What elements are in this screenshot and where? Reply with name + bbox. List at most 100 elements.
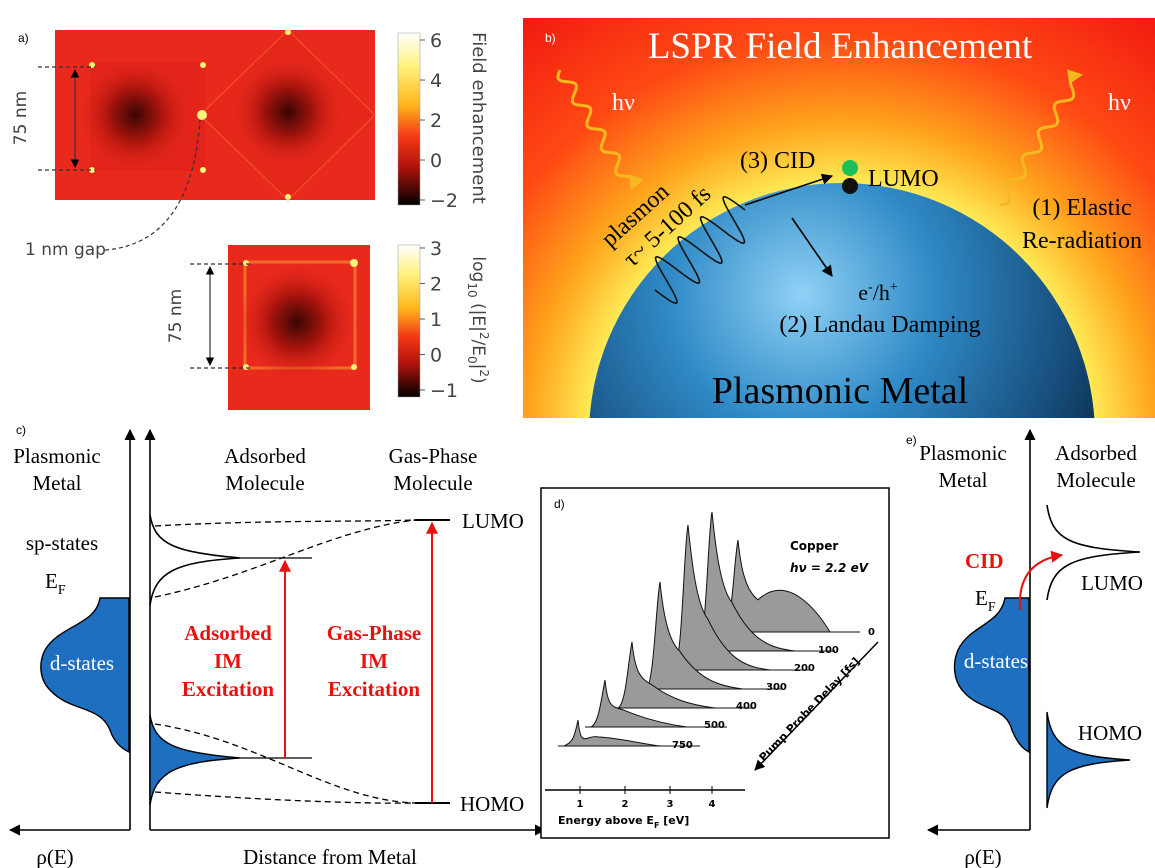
excitation-label: Excitation xyxy=(182,677,274,701)
tick-label: 1 xyxy=(430,309,442,331)
title-part: /E xyxy=(468,339,488,355)
d-states-label: d-states xyxy=(50,651,114,675)
metal-label: Plasmonic xyxy=(13,444,101,468)
tick-label: 2 xyxy=(430,110,442,132)
lumo-label: LUMO xyxy=(462,509,524,533)
field-minimum xyxy=(237,262,357,382)
tick-label: 3 xyxy=(667,799,674,810)
colorbar xyxy=(398,33,420,205)
tick-label: 6 xyxy=(430,30,442,52)
gas-label: Gas-Phase xyxy=(389,444,478,468)
title-part: log xyxy=(468,256,488,282)
tick-label: 0 xyxy=(430,345,442,367)
part: e xyxy=(858,280,868,305)
part: F xyxy=(58,583,66,598)
x-axis-label: Distance from Metal xyxy=(243,845,417,868)
excitation-label: IM xyxy=(214,649,242,673)
field-minimum xyxy=(230,54,346,170)
panel-a: a) 75 nm 1 nm gap 75 nm Field enhancemen… xyxy=(11,29,491,410)
lumo-peak xyxy=(150,515,240,605)
panel-label: b) xyxy=(545,31,556,45)
panel-label: a) xyxy=(18,31,29,45)
molecule-atom xyxy=(842,178,858,194)
tick-label: 2 xyxy=(430,274,442,296)
gap-label: 1 nm gap xyxy=(25,240,106,260)
colorbar xyxy=(398,245,420,397)
fermi-label: EF xyxy=(45,569,66,598)
lumo-label: LUMO xyxy=(868,166,939,192)
adsorbed-label: Molecule xyxy=(1056,468,1135,492)
delay-label: 750 xyxy=(672,740,693,751)
part: E xyxy=(975,586,988,610)
adsorbed-label: Adsorbed xyxy=(1055,441,1137,465)
colorbar-title: Field enhancement xyxy=(468,32,489,204)
photon: hν xyxy=(612,90,635,116)
homo-peak xyxy=(150,715,240,805)
tick-label: 2 xyxy=(622,799,629,810)
metal-label: Plasmonic Metal xyxy=(712,370,968,412)
d-states-label: d-states xyxy=(964,649,1028,673)
colorbar-title: log10 (|E|2/E0|2) xyxy=(465,256,491,383)
y-axis-label: ρ(E) xyxy=(964,845,1001,868)
panel-label: c) xyxy=(16,423,26,437)
title-part: 0 xyxy=(465,356,479,364)
scale-label: 75 nm xyxy=(11,91,31,145)
cid-label: CID xyxy=(965,549,1004,573)
lumo-label: LUMO xyxy=(1081,571,1143,595)
part: F xyxy=(988,600,996,615)
adsorbed-label: Adsorbed xyxy=(224,444,306,468)
excitation-label: Adsorbed xyxy=(184,621,272,645)
part: [eV] xyxy=(659,814,689,827)
elastic-label: Re-radiation xyxy=(1022,228,1142,254)
panel-label: e) xyxy=(906,433,917,447)
delay-label: 500 xyxy=(704,720,725,731)
elastic-label: (1) Elastic xyxy=(1032,195,1131,221)
excitation-label: Excitation xyxy=(328,677,420,701)
title: LSPR Field Enhancement xyxy=(648,26,1033,67)
part: Energy above E xyxy=(558,814,654,827)
excitation-label: Gas-Phase xyxy=(327,621,422,645)
photon-energy: hν = 2.2 eV xyxy=(790,561,870,575)
title-part: (|E| xyxy=(468,298,488,332)
metal-label: Metal xyxy=(33,471,82,495)
figure: a) 75 nm 1 nm gap 75 nm Field enhancemen… xyxy=(0,0,1155,868)
panel-e: e) Plasmonic Metal Adsorbed Molecule CID… xyxy=(906,430,1143,868)
delay-label: 0 xyxy=(868,627,875,638)
cid-label: (3) CID xyxy=(740,148,815,174)
d-band xyxy=(41,598,129,752)
fermi-label: EF xyxy=(975,586,996,615)
part: /h xyxy=(873,280,890,305)
title-part: 2 xyxy=(477,369,491,377)
title-part: 2 xyxy=(477,332,491,340)
adsorbed-label: Molecule xyxy=(225,471,304,495)
part: + xyxy=(890,280,898,295)
panel-c: c) Plasmonic Metal sp-states EF d-states… xyxy=(10,423,545,868)
d-band xyxy=(955,598,1029,752)
panel-label: d) xyxy=(554,497,565,511)
excitation-label: IM xyxy=(360,649,388,673)
homo-label: HOMO xyxy=(1078,721,1142,745)
tick-label: −1 xyxy=(430,380,458,402)
title-part: 10 xyxy=(465,282,479,297)
tick-label: 3 xyxy=(430,238,442,260)
metal-label: Metal xyxy=(939,468,988,492)
tick-label: −2 xyxy=(430,190,458,212)
tick-label: 4 xyxy=(430,70,442,92)
material: Copper xyxy=(790,539,838,553)
tick-label: 1 xyxy=(577,799,584,810)
sp-states-label: sp-states xyxy=(26,531,98,555)
molecule-atom xyxy=(842,160,858,176)
delay-label: 300 xyxy=(766,682,787,693)
photon: hν xyxy=(1108,90,1131,116)
gas-label: Molecule xyxy=(393,471,472,495)
delay-label: 100 xyxy=(818,645,839,656)
delay-label: 200 xyxy=(794,663,815,674)
panel-d: d) Copper hν = 2.2 eV Pump Probe Delay [… xyxy=(541,488,889,838)
landau-label: (2) Landau Damping xyxy=(779,312,980,338)
scale-label: 75 nm xyxy=(166,289,186,343)
part: E xyxy=(45,569,58,593)
y-axis-label: ρ(E) xyxy=(36,845,73,868)
title-part: ) xyxy=(468,377,488,384)
field-minimum xyxy=(77,57,193,173)
